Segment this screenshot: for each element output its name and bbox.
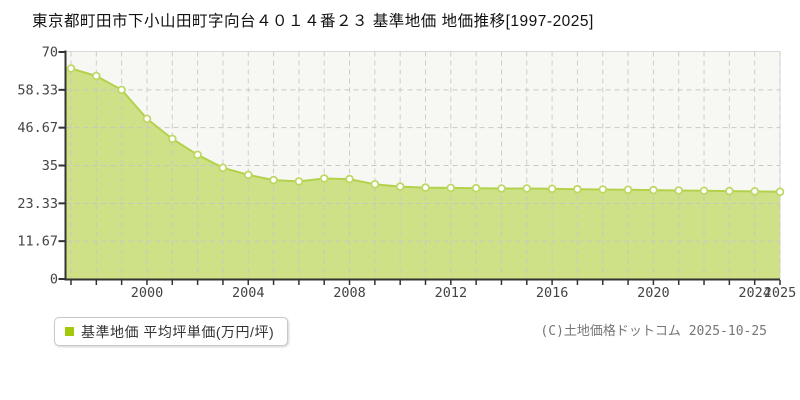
- x-tick-label: 2016: [536, 285, 569, 301]
- data-point: [66, 64, 76, 73]
- data-point: [725, 186, 734, 196]
- legend: 基準地価 平均坪単価(万円/坪): [54, 317, 289, 346]
- data-point: [522, 184, 532, 193]
- data-point: [92, 71, 101, 81]
- data-point: [142, 114, 152, 124]
- y-tick-label: 11.67: [17, 234, 58, 250]
- data-point: [699, 186, 709, 196]
- price-trend-chart-svg: 0 11.67 23.33 35 46.67 58.33 70 2000 2004 2008 201…: [17, 45, 797, 302]
- data-point: [573, 184, 582, 194]
- data-point: [269, 175, 278, 185]
- price-trend-chart: 0 11.67 23.33 35 46.67 58.33 70 2000 2004 2008 201…: [17, 45, 797, 302]
- data-point: [421, 183, 430, 192]
- data-point: [674, 186, 683, 195]
- data-point: [547, 184, 557, 194]
- data-point: [294, 177, 304, 186]
- data-point: [446, 183, 456, 193]
- legend-label: 基準地価 平均坪単価(万円/坪): [81, 323, 275, 340]
- legend-color-swatch-icon: [65, 327, 74, 336]
- data-point: [471, 183, 481, 193]
- data-point: [598, 185, 608, 194]
- data-point: [649, 185, 658, 195]
- data-point: [370, 180, 380, 189]
- x-tick-label: 2000: [131, 285, 164, 301]
- x-tick-label: 2012: [435, 285, 468, 301]
- x-tick-label: 2024: [738, 285, 771, 301]
- x-tick-label: 2025: [764, 285, 797, 301]
- data-point: [395, 182, 405, 191]
- data-point: [117, 85, 126, 95]
- page-title: 東京都町田市下小山田町字向台４０１４番２３ 基準地価 地価推移[1997-202…: [32, 13, 594, 30]
- data-point: [319, 174, 329, 183]
- y-tick-label: 35: [42, 158, 58, 174]
- data-point: [218, 163, 228, 173]
- y-tick-label: 23.33: [17, 196, 58, 212]
- x-tick-label: 2008: [333, 285, 366, 301]
- data-point: [345, 174, 354, 184]
- data-point: [168, 134, 177, 144]
- area-fill: [65, 68, 780, 279]
- data-point: [193, 150, 202, 160]
- data-point: [244, 170, 253, 180]
- x-tick-label: 2020: [637, 285, 670, 301]
- y-tick-label: 58.33: [17, 82, 58, 98]
- data-point: [750, 187, 759, 196]
- data-point: [623, 185, 633, 195]
- y-tick-label: 70: [42, 45, 58, 61]
- data-point: [775, 187, 785, 197]
- x-tick-label: 2004: [232, 285, 265, 301]
- copyright-text: (C)土地価格ドットコム 2025-10-25: [540, 324, 767, 339]
- y-tick-label: 46.67: [17, 120, 58, 136]
- y-tick-label: 0: [50, 272, 58, 288]
- data-point: [497, 184, 506, 193]
